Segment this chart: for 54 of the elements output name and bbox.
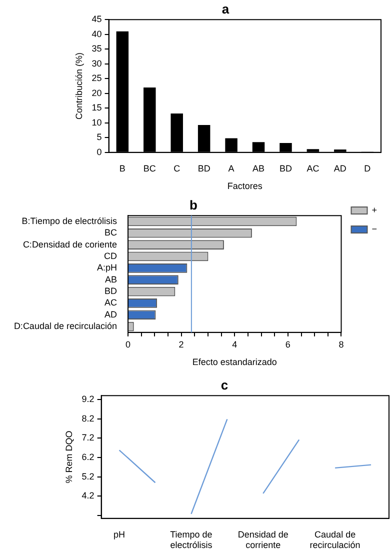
- y-tick-label: BC: [104, 228, 118, 238]
- x-tick-label: pH: [114, 529, 126, 540]
- y-tick-label: 6.2: [82, 452, 94, 462]
- x-tick-label: Caudal de recirculación: [310, 529, 360, 550]
- x-tick-label: AB: [252, 163, 265, 174]
- x-tick-label: 8: [338, 339, 344, 350]
- chart-title: c: [220, 377, 228, 392]
- x-tick-label: 0: [125, 339, 131, 350]
- y-tick-label: CD: [104, 250, 118, 261]
- y-tick-label: 7.2: [82, 432, 94, 443]
- y-tick-label: 25: [92, 73, 102, 84]
- x-axis-title: Efecto estandarizado: [192, 357, 277, 368]
- y-tick-label: 5.2: [82, 471, 94, 482]
- y-tick-label: 9.2: [82, 394, 94, 404]
- x-tick-label: Tiempo de electrólisis: [170, 529, 213, 550]
- y-tick-label: 5: [96, 132, 102, 142]
- y-tick-label: C:Densidad de coriente: [22, 239, 117, 250]
- x-tick-label: AD: [334, 163, 347, 174]
- y-tick-label: 45: [92, 14, 102, 24]
- y-tick-label: D:Caudal de recirculación: [14, 321, 117, 332]
- y-tick-label: 40: [92, 28, 102, 39]
- y-tick-label: 20: [92, 88, 102, 98]
- x-tick-label: BC: [143, 163, 156, 174]
- x-tick-label: D: [364, 163, 372, 174]
- y-axis-title: % Rem DQO: [64, 430, 74, 484]
- x-tick-label: B: [119, 163, 126, 174]
- chart-title: b: [190, 197, 198, 212]
- legend-label: −: [372, 224, 378, 234]
- y-tick-label: BD: [104, 286, 118, 296]
- y-tick-label: 15: [92, 102, 102, 113]
- y-tick-label: 35: [92, 44, 102, 54]
- y-tick-label: 8.2: [82, 413, 94, 424]
- x-axis-title: Factores: [227, 181, 263, 192]
- chart-title: a: [222, 1, 230, 16]
- legend-label: +: [372, 204, 378, 215]
- x-tick-label: 2: [178, 339, 184, 350]
- x-tick-label: C: [174, 163, 181, 174]
- y-tick-label: AC: [104, 298, 118, 308]
- y-tick-label: 10: [92, 117, 102, 128]
- x-tick-label: BD: [279, 163, 292, 174]
- y-tick-label: B:Tiempo de electrólisis: [22, 216, 118, 226]
- y-tick-label: A:pH: [96, 262, 117, 273]
- x-tick-label: 4: [232, 339, 238, 350]
- x-tick-label: A: [228, 163, 234, 174]
- y-tick-label: AB: [104, 274, 117, 284]
- y-tick-label: 0: [96, 146, 102, 157]
- x-tick-label: Densidad de corriente: [238, 529, 288, 550]
- y-tick-label: 30: [92, 58, 102, 68]
- x-tick-label: 6: [285, 339, 290, 350]
- x-tick-label: BD: [198, 163, 211, 174]
- y-tick-label: AD: [104, 309, 118, 320]
- y-axis-title: Contribución (%): [74, 52, 84, 120]
- y-tick-label: 4.2: [82, 490, 94, 501]
- x-tick-label: AC: [306, 163, 320, 174]
